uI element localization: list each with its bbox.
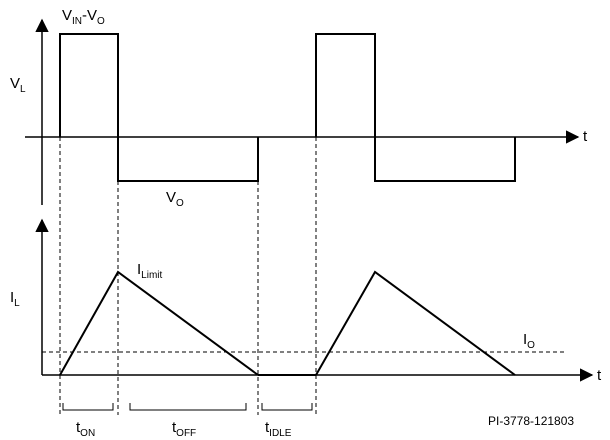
ton-label: tON xyxy=(76,419,95,439)
il-waveform-1 xyxy=(59,270,259,376)
vo-label: VO xyxy=(166,189,184,209)
io-label: IO xyxy=(523,331,535,351)
t-axis-bottom-label: t xyxy=(597,367,602,384)
il-label: IL xyxy=(10,289,20,309)
vl-label: VL xyxy=(10,75,26,95)
vl-waveform-1 xyxy=(59,33,259,182)
vin-minus-vo-label: VIN-VO xyxy=(62,7,105,27)
reference-code: PI-3778-121803 xyxy=(488,414,574,428)
il-waveform-2 xyxy=(315,270,516,376)
ton-bracket xyxy=(62,403,114,411)
tidle-bracket xyxy=(261,403,313,411)
ilimit-label: ILimit xyxy=(137,261,163,281)
tidle-label: tIDLE xyxy=(265,419,292,439)
toff-label: tOFF xyxy=(172,419,196,439)
toff-bracket xyxy=(129,403,247,411)
vl-waveform-2 xyxy=(315,33,516,182)
t-axis-top-label: t xyxy=(583,128,588,145)
